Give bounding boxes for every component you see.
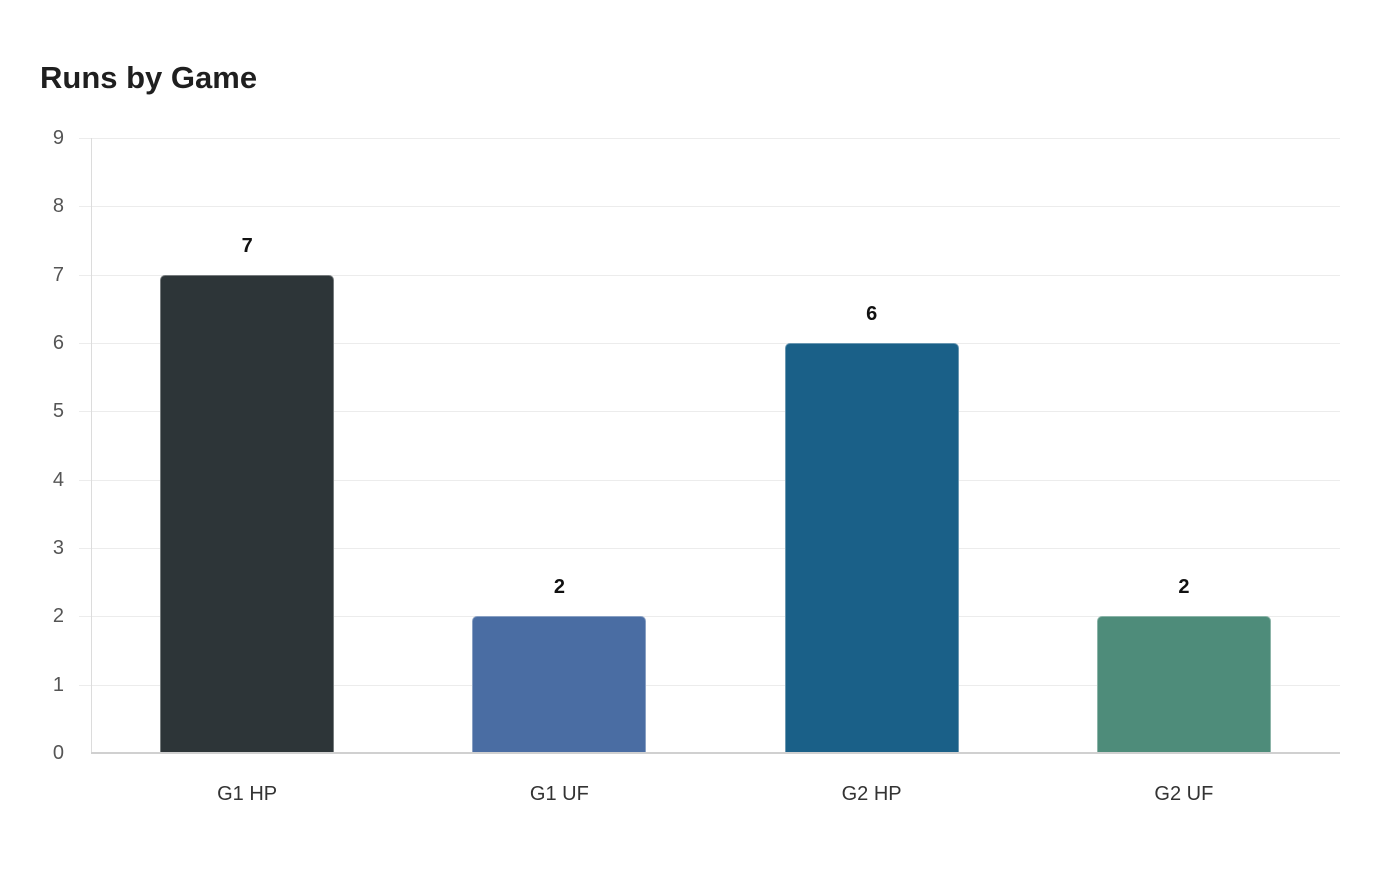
y-tick-label: 5 bbox=[52, 400, 64, 423]
y-tick-label: 3 bbox=[52, 537, 64, 559]
x-tick-label: G2 UF bbox=[1154, 783, 1214, 805]
bar-value-label: 2 bbox=[553, 576, 565, 599]
gridline bbox=[79, 274, 1340, 276]
y-axis-line bbox=[91, 138, 92, 753]
bar-value-label: 7 bbox=[241, 234, 253, 257]
y-tick-label: 1 bbox=[52, 673, 64, 696]
bar-g2-uf[interactable] bbox=[1096, 616, 1271, 753]
y-tick-label: 8 bbox=[52, 195, 64, 218]
y-tick-label: 0 bbox=[52, 742, 64, 764]
gridline bbox=[79, 684, 1340, 686]
y-tick-label: 2 bbox=[52, 605, 64, 628]
chart-title: Runs by Game bbox=[40, 60, 258, 95]
gridline bbox=[79, 616, 1340, 618]
x-tick-label: G1 UF bbox=[529, 783, 589, 805]
gridline bbox=[79, 343, 1340, 344]
bar-g1-hp[interactable] bbox=[160, 274, 335, 753]
x-tick-label: G1 HP bbox=[217, 783, 278, 805]
bar-value-label: 2 bbox=[1178, 576, 1190, 599]
y-tick-label: 6 bbox=[52, 332, 64, 354]
bar-g1-uf[interactable] bbox=[472, 616, 647, 753]
bar-value-label: 6 bbox=[866, 303, 878, 325]
x-axis-line bbox=[91, 752, 1340, 754]
y-tick-label: 9 bbox=[52, 127, 64, 149]
gridline bbox=[79, 548, 1340, 549]
y-tick-label: 7 bbox=[52, 263, 64, 286]
x-tick-label: G2 HP bbox=[841, 783, 902, 805]
y-tick-label: 4 bbox=[52, 468, 64, 491]
gridline bbox=[79, 479, 1340, 481]
gridline bbox=[79, 411, 1340, 413]
gridline bbox=[79, 206, 1340, 208]
bar-g2-hp[interactable] bbox=[784, 343, 959, 753]
gridline bbox=[79, 138, 1340, 139]
